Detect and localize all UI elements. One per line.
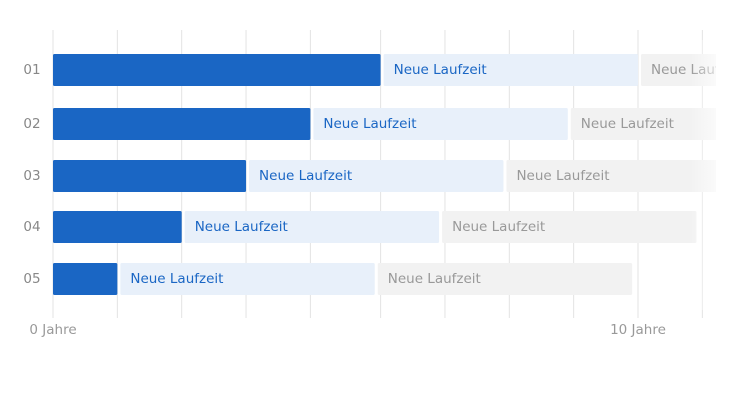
bar-segment <box>53 160 247 192</box>
segment-label: Neue Laufzeit <box>388 271 481 287</box>
segment-label: Neue Laufzeit <box>452 219 545 235</box>
x-tick-label: 10 Jahre <box>610 322 666 338</box>
bar-segment <box>120 263 375 295</box>
fade-overlay <box>690 40 731 310</box>
segment-label: Neue Laufzeit <box>394 62 487 78</box>
segment-label: Neue Laufzeit <box>130 271 223 287</box>
y-tick-label: 05 <box>23 271 40 287</box>
bar-segment <box>442 211 697 243</box>
y-tick-label: 03 <box>23 168 40 184</box>
bar-segment <box>570 108 716 140</box>
segment-label: Neue Laufzeit <box>581 116 674 132</box>
bar-segment <box>383 54 638 86</box>
bar-segment <box>53 108 311 140</box>
segment-label: Neue Laufzeit <box>195 219 288 235</box>
y-tick-label: 04 <box>23 219 40 235</box>
segment-label: Neue Laufzeit <box>516 168 609 184</box>
bar-segment <box>53 211 182 243</box>
labels: 0 Jahre 10 Jahre 01 02 03 04 05 <box>23 62 666 338</box>
segment-label: Neue Laufzeit <box>259 168 352 184</box>
y-tick-label: 02 <box>23 116 40 132</box>
bar-segment <box>506 160 716 192</box>
segment-label: Neue Laufzeit <box>323 116 416 132</box>
x-tick-label: 0 Jahre <box>29 322 76 338</box>
bar-segment <box>377 263 633 295</box>
bar-segment <box>313 108 568 140</box>
bar-segment <box>53 54 381 86</box>
bar-segment <box>184 211 440 243</box>
bars: Neue Laufzeit Neue Laufzeit Neue Laufzeit N… <box>53 54 716 295</box>
bar-segment <box>53 263 118 295</box>
y-tick-label: 01 <box>23 62 40 78</box>
bar-segment <box>249 160 504 192</box>
